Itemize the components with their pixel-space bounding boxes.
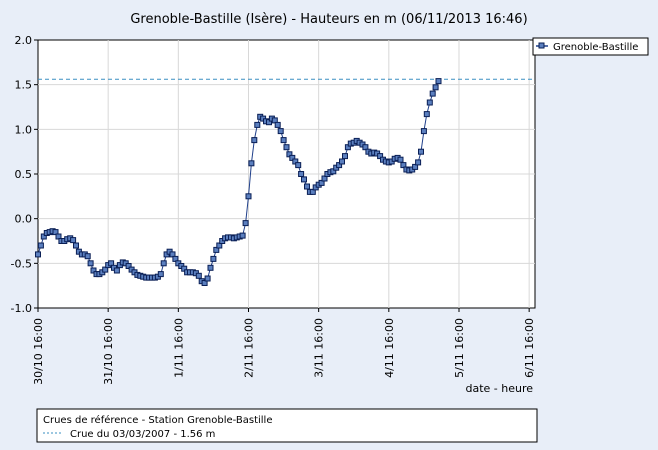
data-point bbox=[251, 137, 258, 144]
y-ticks: 2.0 1.5 1.0 0.5 0.0 -0.5 -1.0 bbox=[11, 34, 38, 315]
data-point bbox=[432, 84, 439, 91]
x-tick-label: 5/11 16:00 bbox=[453, 318, 466, 378]
data-markers bbox=[35, 78, 442, 286]
y-tick-label: 0.5 bbox=[15, 168, 33, 181]
data-point bbox=[423, 111, 430, 118]
x-ticks: 30/10 16:00 31/10 16:00 1/11 16:00 2/11 16:… bbox=[32, 308, 536, 385]
y-tick-label: 1.5 bbox=[15, 79, 33, 92]
data-point bbox=[254, 121, 261, 128]
data-point bbox=[204, 275, 211, 282]
data-point bbox=[35, 251, 41, 258]
data-point bbox=[248, 160, 255, 167]
data-point bbox=[239, 232, 246, 239]
y-tick-label: -0.5 bbox=[11, 257, 32, 270]
data-point bbox=[283, 144, 290, 151]
data-point bbox=[37, 242, 44, 249]
reference-box: Crues de référence - Station Grenoble-Ba… bbox=[36, 408, 538, 443]
data-point bbox=[160, 260, 167, 267]
y-tick-label: -1.0 bbox=[11, 302, 32, 315]
chart-title: Grenoble-Bastille (Isère) - Hauteurs en … bbox=[130, 12, 527, 27]
x-tick-label: 30/10 16:00 bbox=[32, 318, 45, 385]
legend: Grenoble-Bastille bbox=[532, 37, 649, 56]
y-tick-label: 0.0 bbox=[15, 213, 33, 226]
data-point bbox=[301, 176, 307, 183]
reference-box-entry: Crue du 03/03/2007 - 1.56 m bbox=[70, 429, 215, 440]
data-point bbox=[207, 264, 214, 271]
x-tick-label: 4/11 16:00 bbox=[383, 318, 396, 378]
x-tick-label: 2/11 16:00 bbox=[242, 318, 255, 378]
data-point bbox=[426, 99, 433, 106]
data-point bbox=[435, 78, 442, 85]
data-point bbox=[415, 159, 422, 166]
data-point bbox=[304, 183, 310, 190]
legend-series-name: Grenoble-Bastille bbox=[553, 42, 638, 53]
data-point bbox=[113, 267, 120, 274]
legend-marker-icon bbox=[538, 42, 545, 49]
x-tick-label: 1/11 16:00 bbox=[172, 318, 185, 378]
x-tick-label: 6/11 16:00 bbox=[523, 318, 536, 378]
data-point bbox=[339, 158, 345, 165]
y-tick-label: 2.0 bbox=[15, 34, 33, 47]
data-point bbox=[295, 162, 302, 169]
data-point bbox=[298, 171, 305, 177]
data-point bbox=[210, 255, 217, 262]
data-point bbox=[157, 271, 164, 278]
data-point bbox=[418, 148, 424, 155]
x-tick-label: 31/10 16:00 bbox=[102, 318, 115, 385]
data-point bbox=[84, 253, 91, 260]
data-point bbox=[342, 153, 348, 160]
data-point bbox=[70, 237, 77, 244]
data-point bbox=[195, 272, 202, 279]
data-point bbox=[274, 121, 281, 128]
y-tick-label: 1.0 bbox=[15, 123, 33, 136]
data-point bbox=[397, 156, 404, 163]
data-point bbox=[429, 90, 436, 97]
data-point bbox=[420, 128, 427, 135]
x-tick-label: 3/11 16:00 bbox=[313, 318, 326, 378]
x-axis-label: date - heure bbox=[465, 382, 533, 395]
data-point bbox=[280, 137, 287, 144]
data-point bbox=[242, 220, 249, 227]
data-point bbox=[245, 193, 252, 200]
reference-box-title: Crues de référence - Station Grenoble-Ba… bbox=[43, 414, 272, 426]
data-point bbox=[277, 128, 284, 135]
data-point bbox=[73, 242, 79, 249]
data-point bbox=[87, 260, 94, 267]
